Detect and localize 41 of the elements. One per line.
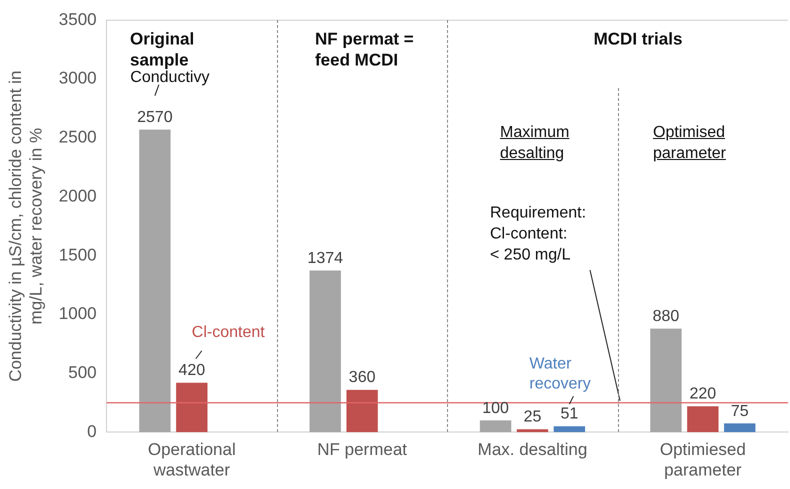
y-tick-label: 0 bbox=[87, 422, 97, 441]
y-tick-label: 3000 bbox=[58, 68, 97, 88]
data-label: 420 bbox=[178, 362, 206, 380]
data-label: 51 bbox=[560, 406, 578, 423]
bar bbox=[346, 390, 378, 432]
annotation: NF permat = feed MCDI bbox=[315, 30, 414, 70]
bar bbox=[480, 420, 512, 432]
y-tick-label: 500 bbox=[68, 363, 97, 382]
y-axis-title: Conductivity in µS/cm, chloride content in mg/L, water recovery in % bbox=[6, 70, 46, 382]
text: Cl-content bbox=[192, 324, 266, 342]
bar bbox=[554, 426, 586, 432]
annotation: Original sample bbox=[130, 30, 194, 70]
bar bbox=[650, 328, 682, 432]
bar bbox=[139, 130, 171, 432]
bar bbox=[687, 406, 719, 432]
x-tick-label: NF permeat bbox=[317, 440, 408, 460]
data-label: 880 bbox=[652, 308, 680, 326]
data-label: 75 bbox=[730, 402, 749, 420]
annotation: Maximum desalting bbox=[500, 123, 570, 164]
text: Water recovery bbox=[529, 356, 591, 393]
bar bbox=[176, 382, 208, 432]
data-label: 1374 bbox=[307, 250, 344, 267]
y-tick-label: 2500 bbox=[58, 128, 97, 147]
y-tick-label: 1500 bbox=[58, 245, 97, 264]
text: Conductivy bbox=[130, 69, 210, 86]
data-label: 2570 bbox=[137, 109, 173, 126]
annotation: MCDI trials bbox=[594, 30, 682, 49]
x-tick-label: Optimiesed parameter bbox=[660, 440, 746, 480]
data-label: 25 bbox=[524, 408, 542, 426]
y-tick-label: 2000 bbox=[58, 186, 97, 206]
ref-line-label: Requirement: Cl-content: < 250 mg/L bbox=[490, 204, 586, 264]
x-tick-label: Max. desalting bbox=[478, 440, 588, 460]
x-tick-label: Operational wastwater bbox=[148, 440, 236, 480]
data-label: 100 bbox=[482, 400, 510, 417]
y-tick-label: 3500 bbox=[58, 10, 97, 29]
data-label: 220 bbox=[689, 386, 716, 403]
y-tick-label: 1000 bbox=[58, 304, 97, 324]
bar bbox=[724, 423, 756, 432]
annotation: Optimised parameter bbox=[653, 123, 727, 164]
bar bbox=[310, 270, 341, 432]
data-label: 360 bbox=[348, 369, 376, 386]
